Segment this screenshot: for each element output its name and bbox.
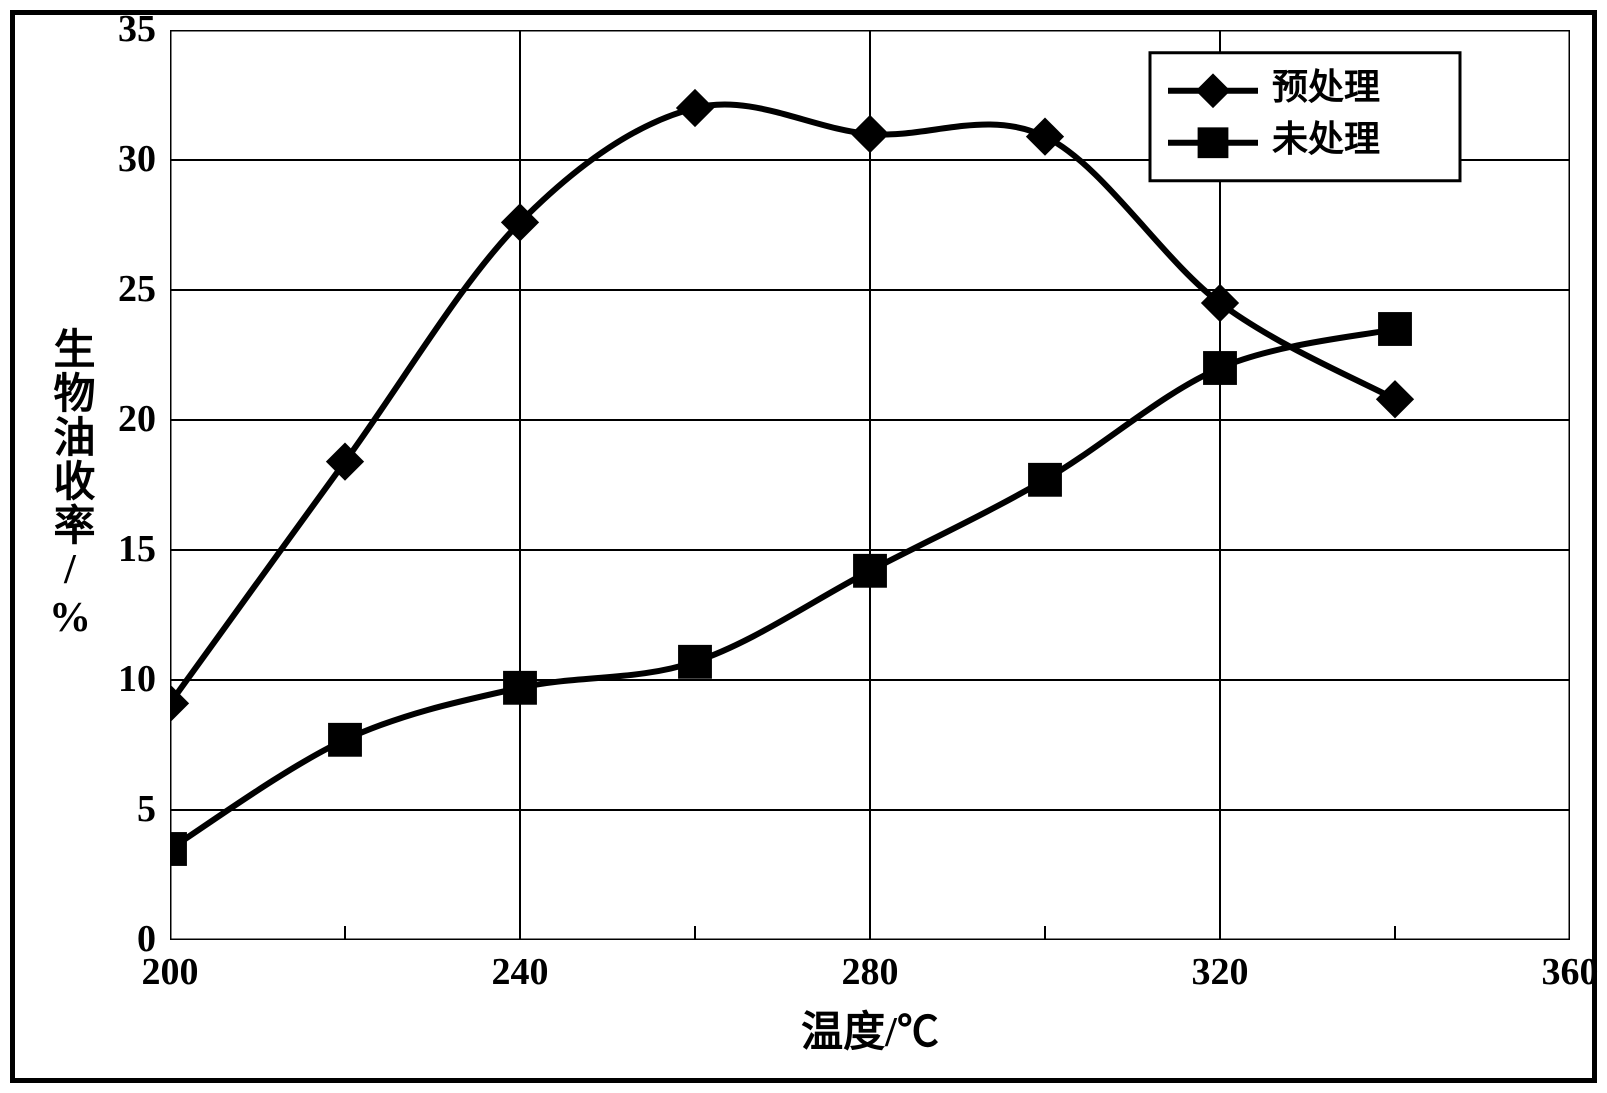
- y-tick-label: 10: [118, 657, 156, 701]
- legend-label: 预处理: [1272, 67, 1380, 107]
- x-tick-label: 240: [492, 950, 549, 994]
- x-tick-label: 360: [1542, 950, 1599, 994]
- y-tick-label: 35: [118, 7, 156, 51]
- y-tick-label: 5: [137, 787, 156, 831]
- legend-label: 未处理: [1272, 119, 1380, 159]
- x-tick-label: 320: [1192, 950, 1249, 994]
- x-tick-label: 200: [142, 950, 199, 994]
- legend: 预处理未处理: [1150, 53, 1460, 181]
- y-tick-label: 15: [118, 527, 156, 571]
- x-tick-label: 280: [842, 950, 899, 994]
- y-tick-label: 30: [118, 137, 156, 181]
- plot-area: 预处理未处理: [170, 30, 1570, 940]
- y-tick-label: 25: [118, 267, 156, 311]
- y-axis-title: 生物油收率/%: [40, 327, 101, 643]
- y-tick-label: 20: [118, 397, 156, 441]
- chart-svg: 预处理未处理: [170, 30, 1570, 940]
- x-axis-title: 温度/℃: [801, 998, 939, 1059]
